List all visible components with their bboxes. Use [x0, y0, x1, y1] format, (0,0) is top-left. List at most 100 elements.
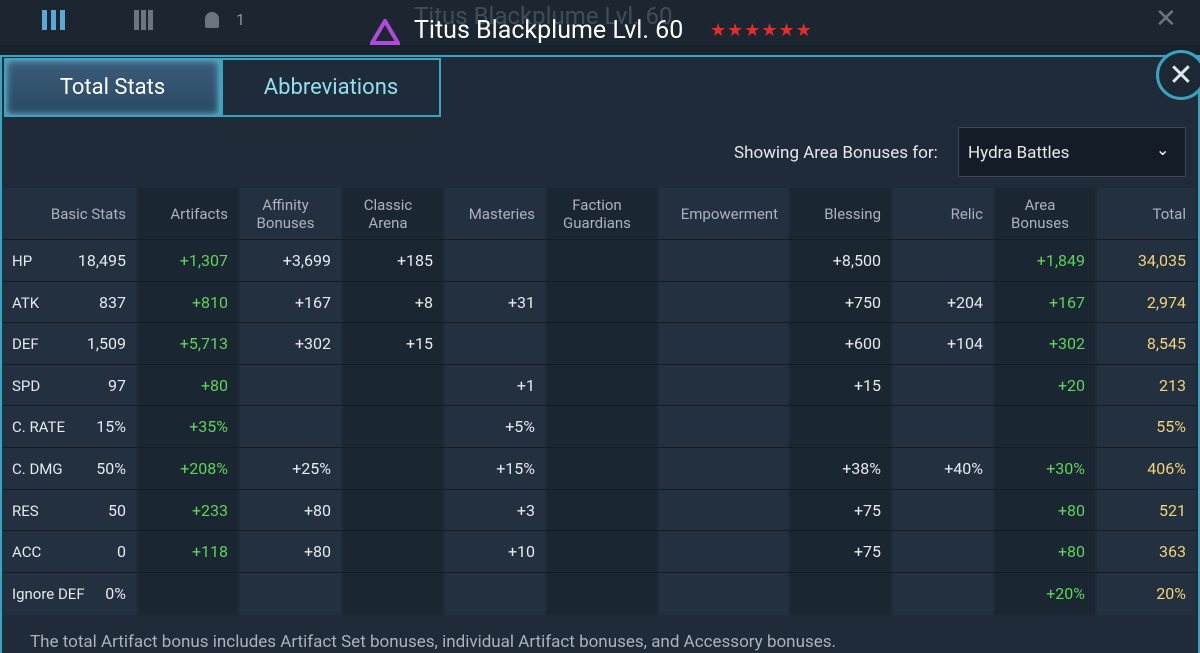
column-band [240, 188, 341, 615]
column-header: Classic Arena [363, 196, 413, 232]
stat-value: +8,500 [832, 251, 881, 270]
stat-value: 20% [1156, 583, 1186, 603]
stat-value: 213 [1159, 375, 1186, 395]
stat-value: +1,849 [1036, 251, 1085, 270]
stat-value: +5% [505, 417, 535, 437]
stat-value: +25% [292, 459, 331, 478]
stat-value: +15% [496, 459, 535, 478]
column-header: Masteries [468, 205, 535, 223]
tab-active[interactable]: Total Stats [4, 58, 221, 117]
stat-value: +75 [853, 500, 881, 520]
stat-value: +80 [1057, 500, 1085, 520]
stat-value: +233 [191, 500, 228, 520]
row-divider [2, 239, 1198, 240]
ghost-title: Titus Blackplume Lvl. 60 [414, 2, 673, 30]
stat-value: +80 [1057, 542, 1085, 562]
stat-value: +20 [1057, 375, 1085, 395]
stat-value: 406% [1147, 459, 1186, 478]
column-band [445, 188, 545, 615]
row-divider [2, 488, 1198, 490]
row-divider [2, 405, 1198, 407]
tab[interactable]: Abbreviations [221, 58, 441, 117]
counter: 1 [236, 10, 245, 29]
rank-icon [370, 19, 400, 45]
menu-icon[interactable] [42, 10, 66, 30]
stat-value: +204 [946, 292, 983, 312]
top-close[interactable]: ✕ [1155, 4, 1177, 34]
stat-value: +38% [842, 459, 881, 478]
row-divider [2, 363, 1198, 365]
stat-value: +80 [303, 500, 331, 520]
stat-value: +302 [1048, 334, 1085, 354]
column-band [343, 188, 443, 615]
grid-icon[interactable] [134, 10, 154, 30]
stat-value: +167 [294, 292, 331, 312]
column-header: Faction Guardians [563, 196, 631, 232]
title: Titus Blackplume Lvl. 60 [414, 16, 684, 45]
column-band [547, 188, 657, 615]
stat-value: 521 [1159, 500, 1186, 520]
stat-value: 18,495 [77, 251, 126, 270]
stat-name: C. RATE [12, 418, 65, 437]
stat-name: C. DMG [12, 460, 63, 478]
row-divider [2, 571, 1198, 573]
stat-value: +15 [405, 334, 433, 354]
column-band [995, 188, 1095, 615]
column-header: Blessing [824, 205, 881, 223]
stat-name: ATK [12, 293, 40, 312]
stat-value: +3,699 [282, 251, 331, 270]
stat-value: +75 [853, 542, 881, 562]
area-select-value: Hydra Battles [968, 143, 1070, 163]
column-band [659, 188, 788, 615]
stat-value: +5,713 [179, 334, 228, 354]
stat-value: 8,545 [1146, 334, 1186, 354]
stat-value: +208% [180, 459, 228, 478]
dropdown-arrow[interactable]: ⌄ [1156, 140, 1170, 159]
stat-name: DEF [12, 335, 39, 354]
stat-value: 50 [108, 500, 126, 520]
stat-value: 363 [1159, 542, 1186, 562]
footnote: The total Artifact bonus includes Artifa… [30, 632, 836, 652]
stat-value: 50% [96, 459, 126, 478]
stat-name: SPD [12, 376, 41, 395]
stat-value: +1 [516, 375, 535, 395]
column-header: Artifacts [170, 205, 228, 223]
stat-value: +35% [189, 417, 228, 437]
stat-name: HP [12, 252, 33, 270]
stat-value: 1,509 [86, 334, 126, 354]
stat-value: +10 [507, 542, 535, 562]
row-divider [2, 322, 1198, 324]
column-header: Basic Stats [50, 205, 126, 223]
row-divider [2, 447, 1198, 448]
stat-value: +80 [200, 375, 228, 395]
stat-value: 34,035 [1137, 251, 1186, 270]
area-label: Showing Area Bonuses for: [734, 143, 938, 163]
stat-value: 0 [117, 542, 126, 562]
area-select[interactable] [958, 127, 1186, 177]
stat-value: +810 [191, 292, 228, 312]
column-header: Empowerment [680, 205, 778, 223]
column-header: Affinity Bonuses [256, 196, 315, 232]
stat-value: 97 [108, 375, 126, 395]
stat-value: 0% [105, 583, 126, 603]
stat-value: +104 [946, 334, 983, 354]
stat-value: +15 [853, 375, 881, 395]
column-header: Area Bonuses [1011, 196, 1069, 232]
close-button[interactable]: ✕ [1156, 50, 1200, 100]
column-header: Relic [950, 205, 983, 223]
stat-value: 837 [99, 292, 126, 312]
row-divider [2, 280, 1198, 282]
stat-name: ACC [12, 543, 42, 562]
stat-value: +167 [1048, 292, 1085, 312]
column-band [893, 188, 993, 615]
stat-value: +20% [1046, 583, 1085, 603]
stat-value: +302 [294, 334, 331, 354]
stat-value: +8 [414, 292, 433, 312]
helmet-icon [205, 12, 219, 28]
stars: ★★★★★★ [710, 20, 813, 41]
stat-value: +1,307 [179, 251, 228, 270]
stat-value: +80 [303, 542, 331, 562]
stat-value: +3 [516, 500, 535, 520]
stat-name: Ignore DEF [12, 584, 85, 603]
